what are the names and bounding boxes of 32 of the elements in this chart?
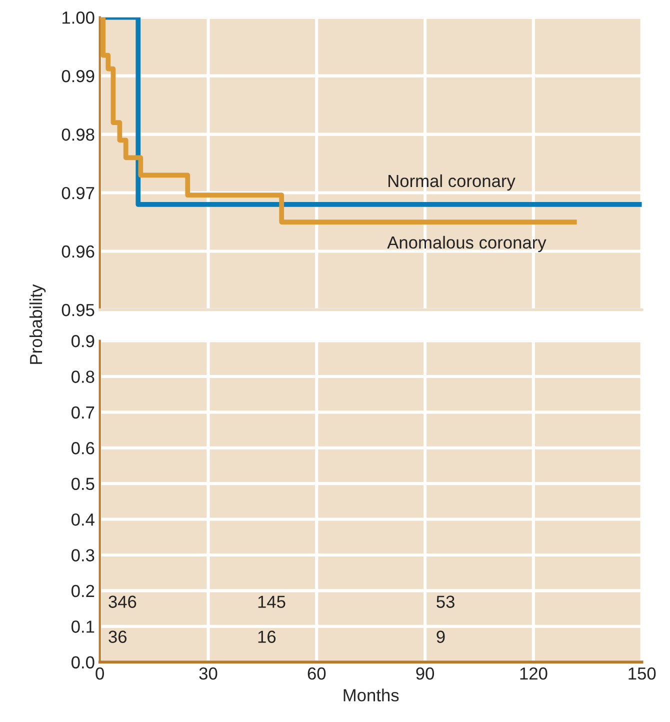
y-tick-label: 0.3 bbox=[72, 549, 94, 562]
x-tick-label: 150 bbox=[628, 667, 656, 680]
x-tick-label: 30 bbox=[199, 667, 218, 680]
y-tick-label: 0.2 bbox=[72, 584, 94, 598]
annotation: 145 bbox=[258, 596, 286, 608]
y-tick-label: 0.99 bbox=[62, 70, 94, 82]
y-tick-label: 0.9 bbox=[72, 334, 94, 348]
y-tick-label: 0.7 bbox=[72, 406, 94, 419]
x-tick-label: 0 bbox=[96, 667, 104, 680]
x-tick-label: 90 bbox=[416, 667, 434, 680]
annotation: 9 bbox=[436, 630, 445, 643]
y-tick-label: 0.96 bbox=[62, 245, 94, 258]
y-tick-label: 0.1 bbox=[72, 620, 94, 633]
series-label: Normal coronary bbox=[388, 174, 516, 191]
y-axis-title: Probability bbox=[29, 284, 46, 364]
series-label: Anomalous coronary bbox=[387, 236, 546, 252]
annotation: 53 bbox=[436, 596, 454, 608]
x-tick-label: 60 bbox=[308, 667, 326, 680]
y-tick-label: 1.00 bbox=[62, 11, 94, 24]
annotation: 346 bbox=[108, 596, 136, 608]
y-tick-label: 0.4 bbox=[72, 513, 94, 526]
y-tick-label: 0.8 bbox=[72, 370, 94, 383]
x-tick-label: 120 bbox=[520, 667, 548, 680]
y-tick-label: 0.5 bbox=[72, 478, 94, 490]
annotation: 16 bbox=[258, 630, 276, 643]
y-tick-label: 0.0 bbox=[72, 656, 94, 669]
x-axis-title: Months bbox=[344, 688, 399, 702]
annotation: 36 bbox=[108, 630, 127, 643]
y-tick-label: 0.95 bbox=[62, 304, 94, 316]
y-tick-label: 0.98 bbox=[62, 128, 94, 141]
y-tick-label: 0.97 bbox=[62, 186, 94, 200]
y-tick-label: 0.6 bbox=[72, 442, 94, 454]
